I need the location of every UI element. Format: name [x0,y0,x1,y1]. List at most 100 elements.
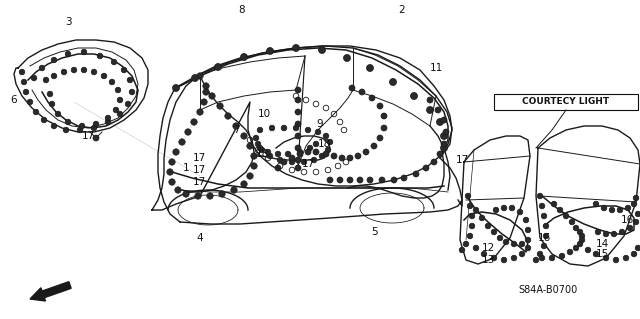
Circle shape [219,191,225,197]
Text: 18: 18 [318,139,332,149]
Circle shape [559,253,564,259]
Circle shape [363,149,369,155]
Circle shape [51,57,57,63]
Circle shape [359,89,365,95]
Circle shape [207,193,213,199]
Circle shape [39,65,45,71]
Text: 11: 11 [429,63,443,73]
Circle shape [473,207,479,213]
Circle shape [390,78,397,85]
Circle shape [297,151,303,157]
Circle shape [191,119,197,125]
Circle shape [251,153,257,159]
Circle shape [197,73,204,79]
Text: 7: 7 [233,125,239,135]
Circle shape [266,48,273,55]
Circle shape [481,251,487,257]
Circle shape [577,229,583,235]
Circle shape [79,123,85,129]
Circle shape [479,215,485,221]
Circle shape [92,125,97,131]
Circle shape [604,255,609,261]
Circle shape [289,155,295,161]
Circle shape [214,63,221,70]
Circle shape [259,147,265,153]
Circle shape [593,201,599,207]
Circle shape [109,79,115,85]
Circle shape [573,245,579,251]
Circle shape [440,132,447,139]
Circle shape [305,127,311,133]
Circle shape [467,203,473,209]
Circle shape [563,213,569,219]
Text: 8: 8 [239,5,245,15]
Circle shape [203,83,209,89]
Circle shape [295,165,301,171]
Circle shape [55,111,61,117]
Text: S84A-B0700: S84A-B0700 [518,285,578,295]
Circle shape [469,213,475,219]
Circle shape [557,207,563,213]
Circle shape [277,157,283,163]
Circle shape [241,133,247,139]
Circle shape [247,173,253,179]
Circle shape [633,219,639,225]
Circle shape [524,217,529,223]
Circle shape [289,159,295,165]
Circle shape [533,257,539,263]
Circle shape [493,207,499,213]
Circle shape [473,245,479,251]
Circle shape [265,149,271,155]
Circle shape [423,165,429,171]
Circle shape [401,175,407,181]
Circle shape [357,177,363,183]
Text: 6: 6 [10,95,17,105]
Text: 4: 4 [196,233,204,243]
Circle shape [301,159,307,165]
Circle shape [77,127,83,133]
Circle shape [593,251,599,257]
Circle shape [127,77,133,83]
Circle shape [93,121,99,127]
Text: 2: 2 [399,5,405,15]
Circle shape [585,247,591,253]
Circle shape [519,241,525,247]
Circle shape [105,119,111,125]
Circle shape [295,145,301,151]
Circle shape [257,145,263,151]
Circle shape [601,205,607,211]
Circle shape [537,251,543,257]
Circle shape [313,141,319,147]
Circle shape [501,205,507,211]
Circle shape [511,241,517,247]
Text: 9: 9 [317,119,323,129]
Circle shape [525,245,531,251]
Circle shape [47,91,53,97]
Circle shape [44,77,49,83]
Circle shape [355,153,361,159]
Circle shape [255,141,261,147]
Circle shape [81,49,87,55]
Circle shape [233,123,239,129]
Text: 17: 17 [81,131,95,141]
Circle shape [197,109,204,115]
Circle shape [460,247,465,253]
Circle shape [349,85,355,91]
Circle shape [173,85,179,92]
Circle shape [627,225,633,231]
Circle shape [511,255,517,261]
Circle shape [492,229,497,235]
Circle shape [311,157,317,163]
Circle shape [541,213,547,219]
Circle shape [191,75,198,81]
Circle shape [268,153,273,159]
Circle shape [295,97,301,103]
Circle shape [115,87,121,93]
Circle shape [620,229,625,235]
Circle shape [121,67,127,73]
Circle shape [275,151,281,157]
Circle shape [319,47,326,54]
Circle shape [327,139,333,145]
Circle shape [463,241,468,247]
Circle shape [117,97,123,103]
